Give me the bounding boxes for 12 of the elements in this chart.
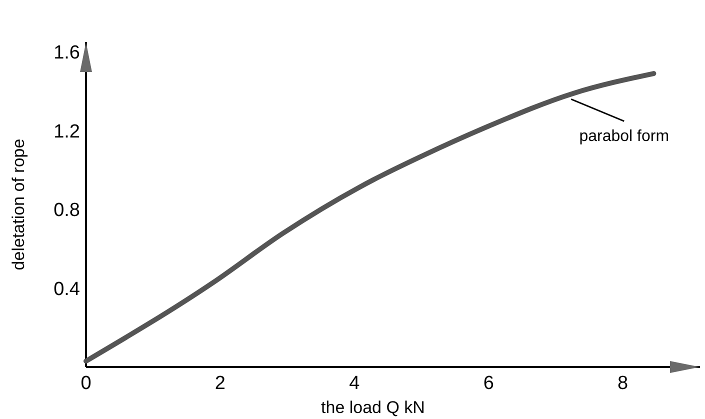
x-tick-label: 4 <box>349 373 360 394</box>
y-tick-label: 0.4 <box>54 278 80 300</box>
y-tick-label: 1.2 <box>54 121 80 142</box>
x-tick-label: 0 <box>80 373 92 394</box>
y-tick-label: 0.8 <box>54 200 80 222</box>
annotation: parabol form <box>579 128 670 146</box>
y-axis-title: deletation of rope <box>9 138 28 270</box>
x-tick-label: 6 <box>483 373 494 394</box>
x-tick-label: 2 <box>214 373 226 394</box>
x-tick-label: 8 <box>618 373 628 394</box>
y-tick-label: 1.6 <box>54 42 80 64</box>
x-axis-title: the load Q kN <box>321 398 425 417</box>
